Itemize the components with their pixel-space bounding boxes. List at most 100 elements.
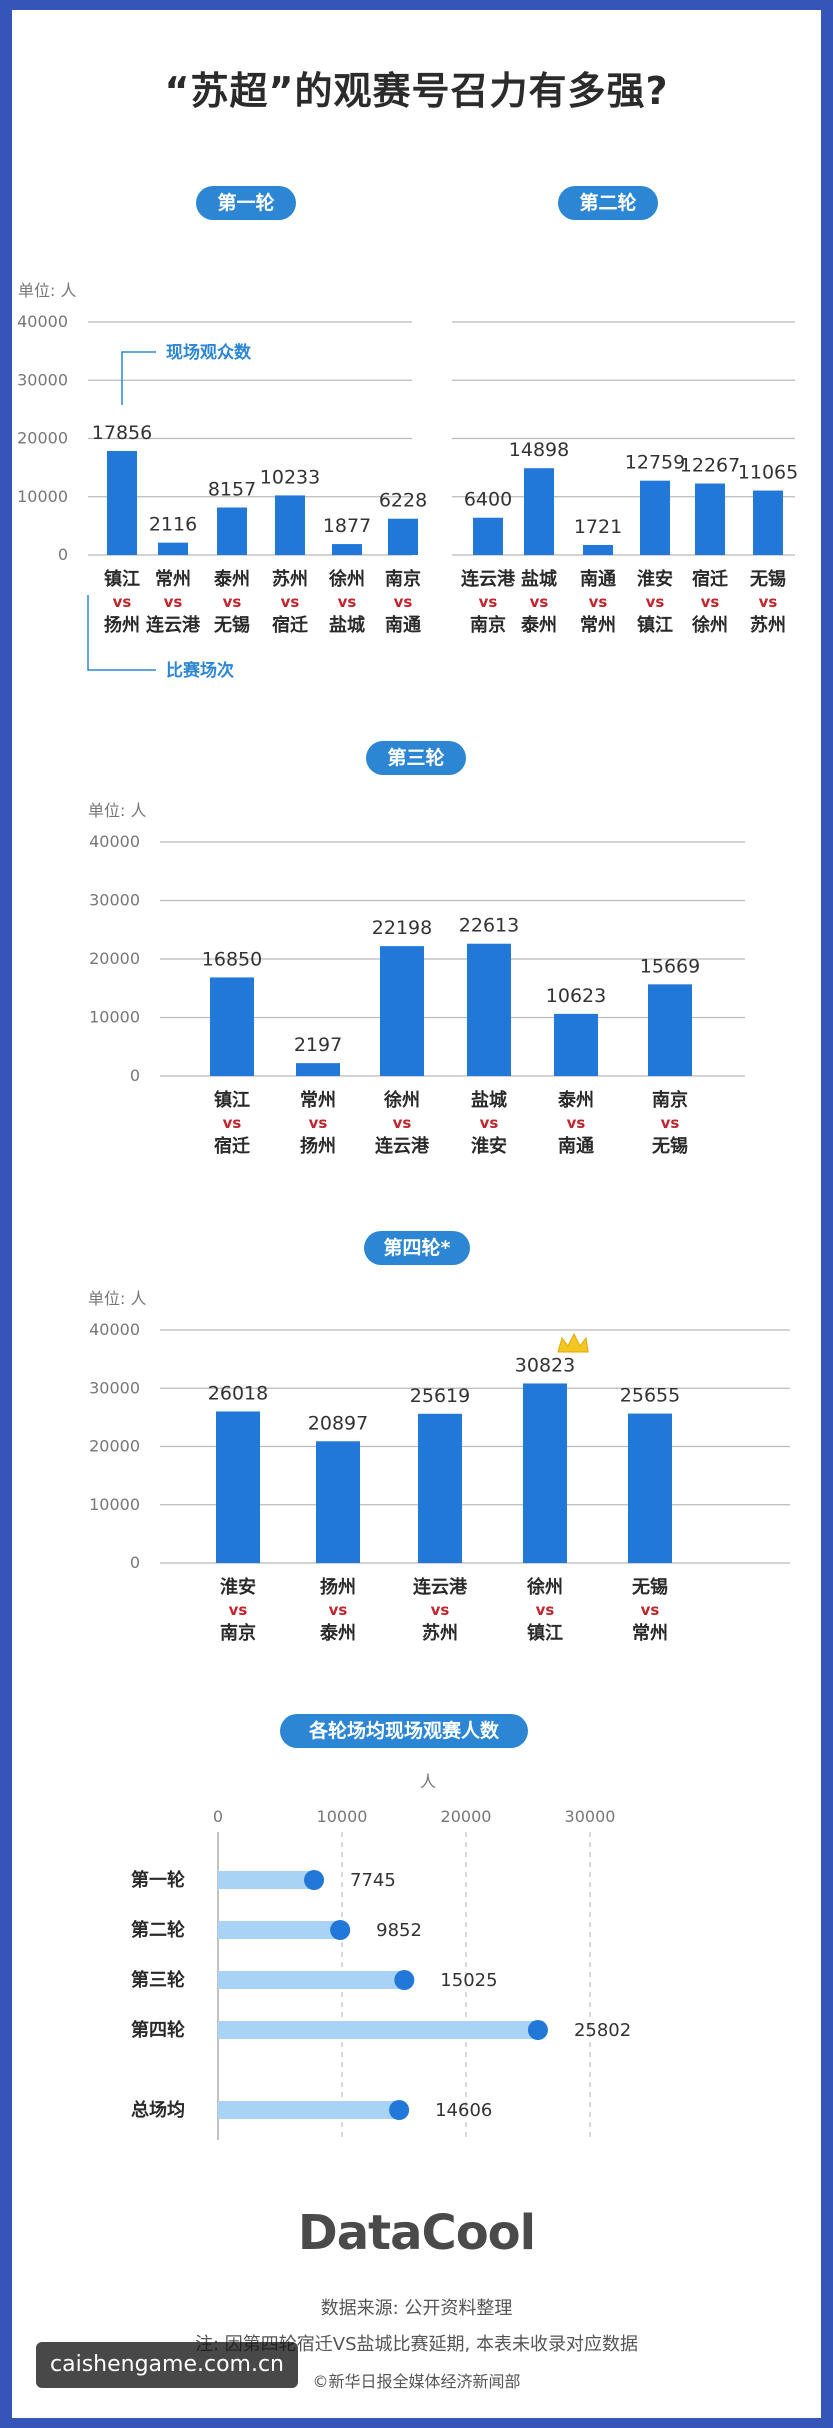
- data-label: 14898: [509, 439, 569, 461]
- y-tick-label: 20000: [17, 429, 68, 448]
- vs-label: vs: [479, 593, 498, 611]
- average-bar: [218, 1921, 341, 1939]
- home-team-label: 南京: [385, 568, 421, 590]
- home-team-label: 镇江: [104, 568, 140, 590]
- bar: [332, 544, 362, 555]
- average-dot: [527, 2020, 548, 2040]
- average-dot: [394, 1970, 415, 1990]
- away-team-label: 徐州: [691, 614, 728, 636]
- infographic-panel: [12, 10, 821, 2418]
- bar: [388, 518, 418, 555]
- home-team-label: 苏州: [272, 568, 308, 590]
- data-label: 15025: [440, 1970, 497, 1991]
- page-title: “苏超”的观赛号召力有多强?: [164, 69, 669, 113]
- x-tick-label: 10000: [317, 1807, 368, 1826]
- bar: [523, 1383, 567, 1563]
- round-1-pill: 第一轮: [196, 186, 296, 220]
- bar: [753, 490, 783, 555]
- vs-label: vs: [701, 593, 720, 611]
- vs-label: vs: [589, 593, 608, 611]
- data-label: 11065: [738, 462, 798, 484]
- match-callout-label: 比赛场次: [166, 660, 234, 681]
- bar: [210, 977, 254, 1076]
- data-label: 12759: [625, 452, 685, 474]
- bar: [107, 450, 137, 555]
- y-tick-label: 40000: [17, 312, 68, 331]
- away-team-label: 南京: [220, 1622, 256, 1644]
- vs-label: vs: [309, 1114, 328, 1132]
- data-label: 9852: [376, 1920, 422, 1941]
- audience-callout-line: [121, 351, 156, 405]
- y-tick-label: 10000: [89, 1008, 140, 1027]
- away-team-label: 宿迁: [214, 1135, 250, 1157]
- data-label: 6400: [464, 489, 512, 511]
- bar: [628, 1413, 672, 1563]
- home-team-label: 常州: [300, 1089, 336, 1111]
- vs-label: vs: [641, 1601, 660, 1619]
- average-bar: [218, 2101, 400, 2119]
- data-label: 10623: [546, 985, 606, 1007]
- data-label: 14606: [435, 2100, 492, 2121]
- match-callout-line: [87, 595, 156, 671]
- audience-callout-label: 现场观众数: [166, 342, 252, 363]
- away-team-label: 南京: [470, 614, 506, 636]
- average-bar: [218, 2021, 538, 2039]
- vs-label: vs: [329, 1601, 348, 1619]
- home-team-label: 宿迁: [692, 568, 728, 590]
- y-tick-label: 30000: [89, 891, 140, 910]
- y-tick-label: 40000: [89, 1320, 140, 1339]
- bar: [216, 1411, 260, 1563]
- bar: [158, 542, 188, 555]
- y-tick-label: 10000: [89, 1495, 140, 1514]
- bar: [473, 517, 503, 555]
- data-label: 8157: [208, 478, 256, 500]
- data-label: 12267: [680, 455, 740, 477]
- home-team-label: 连云港: [461, 568, 516, 590]
- bar: [296, 1063, 340, 1076]
- vs-label: vs: [480, 1114, 499, 1132]
- data-label: 1877: [323, 515, 371, 537]
- crown-icon: [557, 1332, 589, 1353]
- home-team-label: 南京: [652, 1089, 688, 1111]
- data-label: 26018: [208, 1382, 268, 1404]
- y-tick-label: 10000: [17, 487, 68, 506]
- away-team-label: 淮安: [471, 1135, 507, 1157]
- data-label: 16850: [202, 948, 262, 970]
- away-team-label: 宿迁: [272, 614, 308, 636]
- data-label: 25655: [620, 1385, 680, 1407]
- y-tick-label: 20000: [89, 949, 140, 968]
- home-team-label: 盐城: [471, 1089, 507, 1111]
- vs-label: vs: [281, 593, 300, 611]
- home-team-label: 常州: [155, 568, 191, 590]
- data-label: 7745: [350, 1870, 396, 1891]
- x-tick-label: 20000: [441, 1807, 492, 1826]
- y-tick-label: 20000: [89, 1437, 140, 1456]
- postponement-note: 注: 因第四轮宿迁VS盐城比赛延期, 本表未收录对应数据: [195, 2334, 638, 2355]
- average-dot: [389, 2100, 410, 2120]
- away-team-label: 镇江: [637, 614, 673, 636]
- vs-label: vs: [164, 593, 183, 611]
- data-label: 6228: [379, 490, 427, 512]
- data-label: 20897: [308, 1412, 368, 1434]
- bar: [554, 1013, 598, 1076]
- bar: [695, 483, 725, 555]
- x-tick-label: 30000: [565, 1807, 616, 1826]
- round-4-pill: 第四轮*: [364, 1231, 470, 1265]
- away-team-label: 苏州: [750, 614, 786, 636]
- average-bar: [218, 1971, 405, 1989]
- vs-label: vs: [431, 1601, 450, 1619]
- data-label: 22198: [372, 917, 432, 939]
- category-label: 第三轮: [131, 1969, 185, 1991]
- away-team-label: 泰州: [319, 1622, 356, 1644]
- bar: [640, 480, 670, 555]
- round-3-pill: 第三轮: [366, 741, 466, 775]
- vs-label: vs: [530, 593, 549, 611]
- vs-label: vs: [646, 593, 665, 611]
- away-team-label: 南通: [558, 1135, 594, 1157]
- category-label: 总场均: [131, 2099, 185, 2121]
- watermark-link[interactable]: caishengame.com.cn: [36, 2342, 298, 2388]
- unit-label: 单位: 人: [88, 801, 146, 820]
- x-tick-label: 0: [213, 1807, 223, 1826]
- data-label: 2197: [294, 1034, 342, 1056]
